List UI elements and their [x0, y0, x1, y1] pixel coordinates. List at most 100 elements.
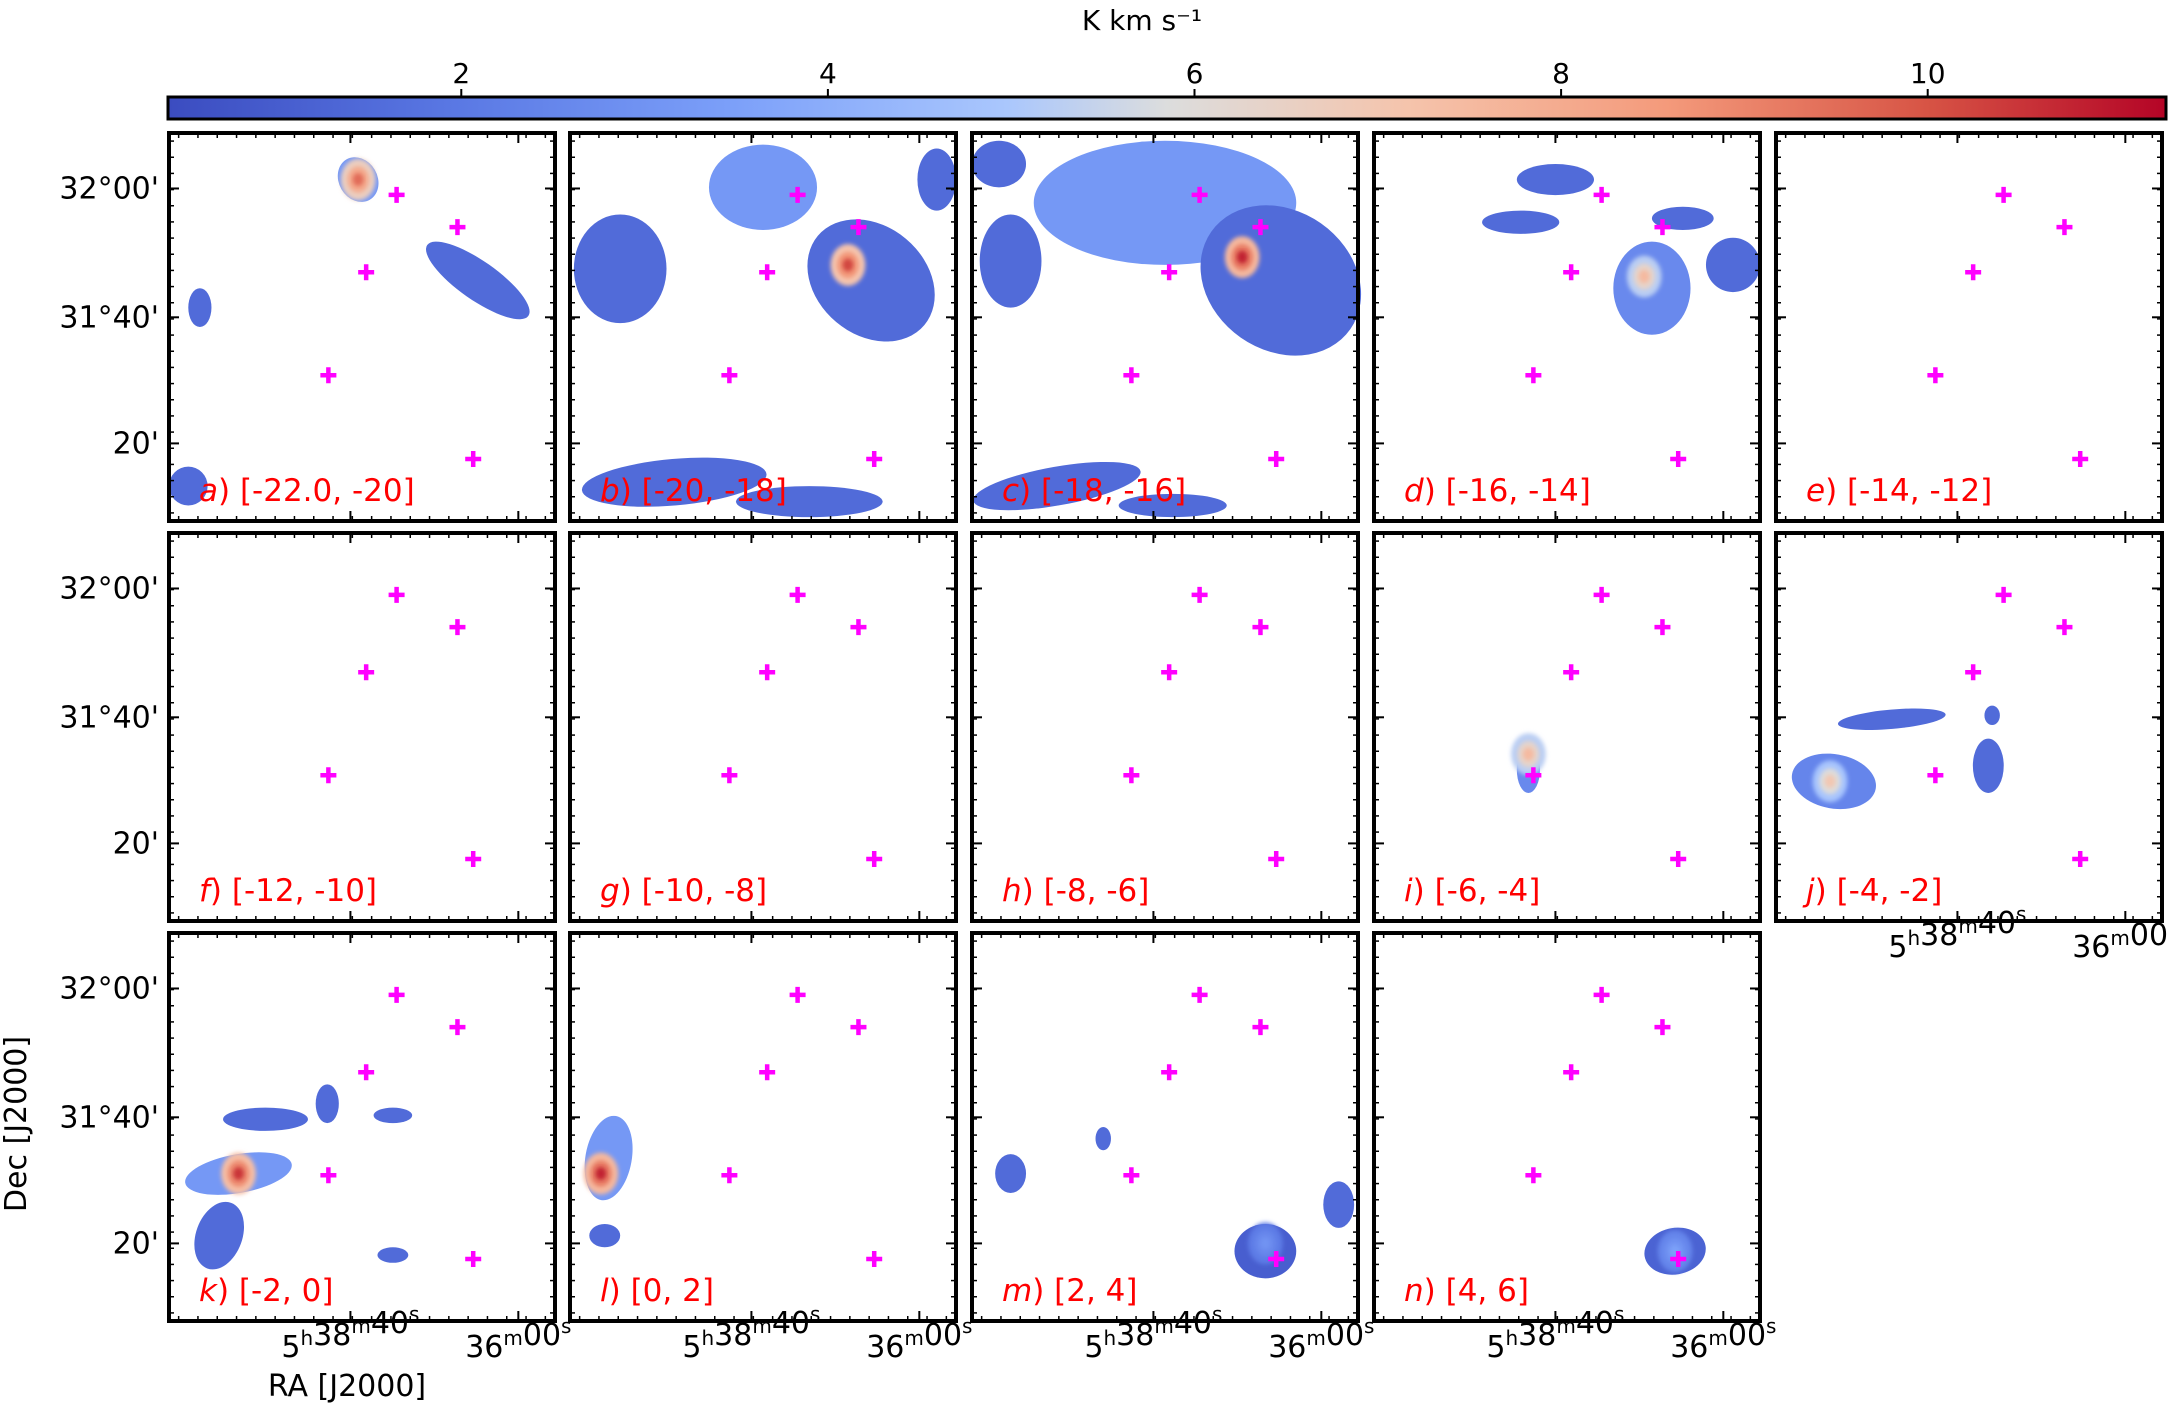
emission-region [573, 214, 667, 324]
panel-f: f) [-12, -10] 32°00' 31°40' 20' [59, 531, 557, 923]
emission-region [995, 1154, 1027, 1193]
source-marker [465, 850, 482, 867]
panel-frame [568, 931, 958, 1323]
emission-region [917, 148, 956, 211]
panel-background [972, 933, 1358, 1321]
colorbar-tick-label: 4 [819, 57, 837, 90]
colorbar-ticks: 2 4 6 8 10 [452, 57, 1946, 97]
emission-region [735, 486, 883, 518]
source-marker [1525, 767, 1542, 784]
panel-label: j) [-4, -2] [1802, 873, 1942, 909]
panel-h: h) [-8, -6] [970, 531, 1360, 923]
source-marker [850, 219, 867, 236]
panel-background [1374, 933, 1760, 1321]
emission-region [377, 1247, 409, 1263]
panel-label: e) [-14, -12] [1806, 473, 1992, 509]
emission-region [1118, 493, 1227, 518]
source-marker [1593, 186, 1610, 203]
emission-region [589, 1224, 621, 1248]
panel-background [570, 533, 956, 921]
x-tick-label: 36m00s [465, 1314, 571, 1365]
emission-map [169, 157, 530, 506]
emission-map [185, 1084, 413, 1270]
emission-region [194, 1201, 245, 1270]
source-marker [1563, 264, 1580, 281]
panel-m: m) [2, 4]5h38m40s 36m00s [970, 931, 1374, 1365]
source-marker [721, 767, 738, 784]
source-marker [1563, 1064, 1580, 1081]
source-marker [1161, 264, 1178, 281]
x-tick-label: 5h38m40s [1888, 902, 2026, 965]
source-marker [1161, 664, 1178, 681]
panel-e: e) [-14, -12] [1774, 131, 2164, 523]
source-marker [1593, 986, 1610, 1003]
source-marker [320, 367, 337, 384]
panel-frame [1774, 531, 2164, 923]
emission-region [1651, 206, 1714, 230]
x-tick-label: 5h38m40s [1486, 1302, 1624, 1365]
panel-b: b) [-20, -18] [568, 131, 958, 523]
x-tick-label: 36m00s [2072, 914, 2169, 965]
source-marker [358, 1064, 375, 1081]
emission-region [1323, 1181, 1355, 1228]
panel-background [169, 533, 555, 921]
panel-d: d) [-16, -14] [1372, 131, 1762, 523]
emission-map [573, 144, 956, 518]
y-tick-label: 20' [113, 826, 159, 861]
panel-frame [167, 131, 557, 523]
source-marker [1252, 219, 1269, 236]
source-marker [1670, 1251, 1687, 1267]
colorbar-tick-label: 2 [452, 57, 470, 90]
emission-region [223, 1107, 308, 1131]
panel-background [1374, 533, 1760, 921]
source-marker [320, 1167, 337, 1184]
panel-j: j) [-4, -2]5h38m40s 36m00s [1774, 531, 2169, 965]
source-marker [2072, 450, 2089, 467]
colorbar-gradient [166, 95, 2168, 121]
colorbar-tick-label: 6 [1186, 57, 1204, 90]
emission-map [1511, 733, 1546, 793]
source-marker [1654, 619, 1671, 636]
source-marker [1161, 1064, 1178, 1081]
emission-region [1984, 705, 2000, 726]
panel-frame [970, 931, 1360, 1323]
panel-frame [167, 931, 557, 1323]
emission-map [972, 140, 1362, 518]
panel-frame [1372, 931, 1762, 1323]
panel-background [1776, 533, 2162, 921]
source-marker [2056, 619, 2073, 636]
source-marker [1563, 664, 1580, 681]
source-marker [759, 264, 776, 281]
x-tick-label: 5h38m40s [1084, 1302, 1222, 1365]
source-marker [388, 186, 405, 203]
emission-region [1095, 1127, 1111, 1151]
source-marker [850, 619, 867, 636]
panel-g: g) [-10, -8] [568, 531, 958, 923]
x-tick-label: 5h38m40s [281, 1302, 419, 1365]
source-marker [388, 986, 405, 1003]
panel-label: b) [-20, -18] [600, 473, 787, 509]
emission-region [1516, 164, 1595, 196]
source-marker [1927, 367, 1944, 384]
panel-label: g) [-10, -8] [600, 873, 767, 909]
panel-label: n) [4, 6] [1404, 1273, 1529, 1309]
source-marker [1995, 586, 2012, 603]
panel-label: d) [-16, -14] [1404, 473, 1591, 509]
panel-background [570, 933, 956, 1321]
panel-label: l) [0, 2] [600, 1273, 714, 1309]
y-tick-label: 32°00' [59, 971, 159, 1006]
source-marker [850, 1019, 867, 1036]
axis-ticks [570, 933, 956, 1321]
emission-peak [1522, 747, 1534, 761]
panel-label: k) [-2, 0] [199, 1273, 333, 1309]
emission-peak [233, 1167, 244, 1181]
panel-l: l) [0, 2]5h38m40s 36m00s [568, 931, 972, 1365]
panel-frame [167, 531, 557, 923]
y-tick-label: 31°40' [59, 700, 159, 735]
source-marker [721, 367, 738, 384]
emission-region [973, 461, 1141, 511]
y-tick-label: 32°00' [59, 171, 159, 206]
panel-i: i) [-6, -4] [1372, 531, 1762, 923]
panel-frame [1372, 131, 1762, 523]
